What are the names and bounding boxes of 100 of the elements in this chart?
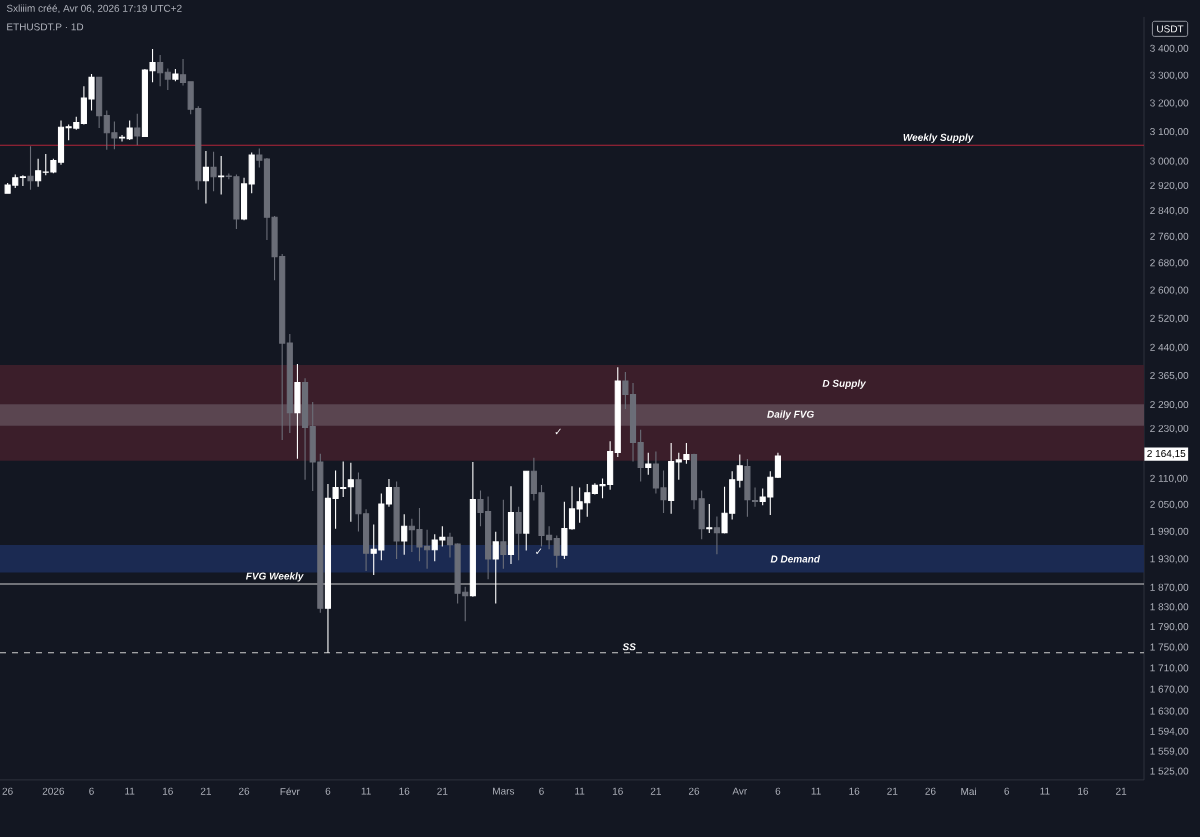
y-tick-label: 1 525,00 — [1150, 767, 1189, 776]
x-tick-label: 11 — [811, 787, 821, 795]
y-tick-label: 1 630,00 — [1150, 707, 1189, 716]
y-tick-label: 1 750,00 — [1150, 643, 1189, 652]
y-tick-label: 3 000,00 — [1150, 157, 1189, 166]
x-tick-label: 21 — [437, 787, 448, 795]
y-tick-label: 3 100,00 — [1150, 128, 1189, 137]
annotation: ✓ — [536, 548, 542, 554]
y-tick-label: 3 300,00 — [1150, 71, 1189, 80]
candlestick — [35, 158, 42, 188]
y-tick-label: 1 710,00 — [1150, 664, 1189, 673]
candlestick — [492, 531, 499, 604]
candlestick — [393, 480, 400, 560]
x-tick-label: 16 — [399, 787, 410, 795]
candlestick — [706, 503, 713, 534]
candlestick — [96, 76, 103, 129]
x-tick-label: 26 — [2, 787, 13, 795]
x-tick-label: 11 — [575, 787, 585, 795]
candlestick — [469, 461, 476, 598]
x-tick-label: 21 — [650, 787, 661, 795]
y-tick-label: 1 930,00 — [1150, 555, 1189, 564]
text: Sxliiim créé, Avr 06, 2026 17:19 UTC+2 — [6, 4, 182, 14]
candlestick — [172, 68, 179, 82]
x-tick-label: 21 — [1116, 787, 1127, 795]
ref-line-label: SS — [622, 643, 636, 651]
candlestick — [286, 333, 293, 434]
candlestick — [218, 155, 225, 195]
x-tick-label: 21 — [200, 787, 211, 795]
candlestick — [210, 151, 217, 192]
x-tick-label: 11 — [125, 787, 135, 795]
candlestick — [523, 470, 530, 552]
candlestick — [134, 113, 141, 146]
candlestick — [248, 151, 255, 194]
ref-line-label: Weekly Supply — [903, 133, 974, 143]
text: 2 164,15 — [1147, 449, 1186, 459]
y-tick-label: 2 760,00 — [1150, 232, 1189, 242]
candlestick — [157, 54, 164, 87]
candlestick — [736, 453, 743, 489]
candlestick — [179, 58, 187, 86]
y-tick-label: 2 230,00 — [1150, 424, 1189, 434]
y-tick-label: 3 200,00 — [1150, 99, 1189, 108]
candlestick — [202, 150, 209, 205]
x-tick-label: 11 — [361, 787, 371, 795]
candlestick — [751, 486, 759, 508]
y-tick-label: 1 559,00 — [1150, 747, 1189, 756]
y-tick-label: 2 290,00 — [1150, 400, 1189, 410]
candlestick — [500, 499, 507, 570]
y-tick-label: 1 594,00 — [1150, 727, 1189, 736]
candlestick — [256, 147, 263, 168]
candlestick — [744, 458, 751, 518]
x-tick-label: 6 — [1004, 787, 1010, 795]
x-tick-label: 16 — [849, 787, 860, 795]
candlestick — [240, 177, 248, 221]
candlestick — [294, 363, 301, 460]
x-tick-label: 26 — [239, 787, 250, 795]
candlestick — [19, 174, 26, 187]
y-tick-label: 3 400,00 — [1150, 44, 1189, 54]
y-tick-label: 2 920,00 — [1150, 181, 1189, 191]
candlestick — [645, 452, 652, 476]
candlestick — [614, 366, 621, 458]
candlestick — [553, 534, 560, 569]
x-tick-label: 6 — [89, 787, 94, 795]
x-tick-label: 11 — [1040, 787, 1050, 795]
y-tick-label: 1 990,00 — [1150, 527, 1189, 536]
x-tick-label: 21 — [887, 787, 898, 795]
candlestick — [507, 485, 515, 565]
band-label: D Supply — [822, 379, 867, 389]
y-tick-label: 2 050,00 — [1150, 500, 1189, 510]
candlestick — [164, 67, 171, 91]
x-tick-label: 6 — [775, 787, 781, 795]
y-axis-title: USDT — [1157, 25, 1184, 33]
candlestick — [668, 442, 675, 515]
x-tick-label: Avr — [732, 787, 748, 795]
band-label: Daily FVG — [767, 410, 814, 420]
x-tick-label: 26 — [925, 787, 936, 795]
candlestick — [27, 145, 34, 191]
y-tick-label: 2 440,00 — [1150, 343, 1189, 353]
candlestick — [713, 515, 720, 555]
y-tick-label: 1 870,00 — [1150, 583, 1189, 592]
candlestick — [774, 452, 781, 479]
x-tick-label: 16 — [1078, 787, 1089, 795]
x-tick-label: 16 — [162, 787, 173, 795]
x-tick-label: 6 — [539, 787, 544, 795]
x-tick-label: Mai — [961, 787, 976, 795]
x-tick-label: 2026 — [42, 787, 65, 795]
band-label: D Demand — [770, 555, 821, 563]
ref-line-label: FVG Weekly — [245, 572, 304, 582]
chart-title: ETHUSDT.P · 1D — [7, 23, 84, 31]
y-tick-label: 1 830,00 — [1150, 603, 1189, 612]
x-tick-label: Févr — [280, 787, 300, 796]
y-tick-label: 2 840,00 — [1150, 206, 1189, 216]
candlestick — [347, 462, 354, 523]
y-tick-label: 1 670,00 — [1150, 685, 1189, 694]
x-tick-label: 6 — [325, 787, 331, 795]
x-tick-label: Mars — [493, 787, 515, 795]
x-tick-label: 26 — [688, 787, 700, 795]
candlestick — [302, 377, 309, 481]
y-tick-label: 2 680,00 — [1150, 259, 1189, 268]
y-tick-label: 2 110,00 — [1150, 474, 1188, 484]
y-tick-label: 2 365,00 — [1150, 371, 1189, 381]
